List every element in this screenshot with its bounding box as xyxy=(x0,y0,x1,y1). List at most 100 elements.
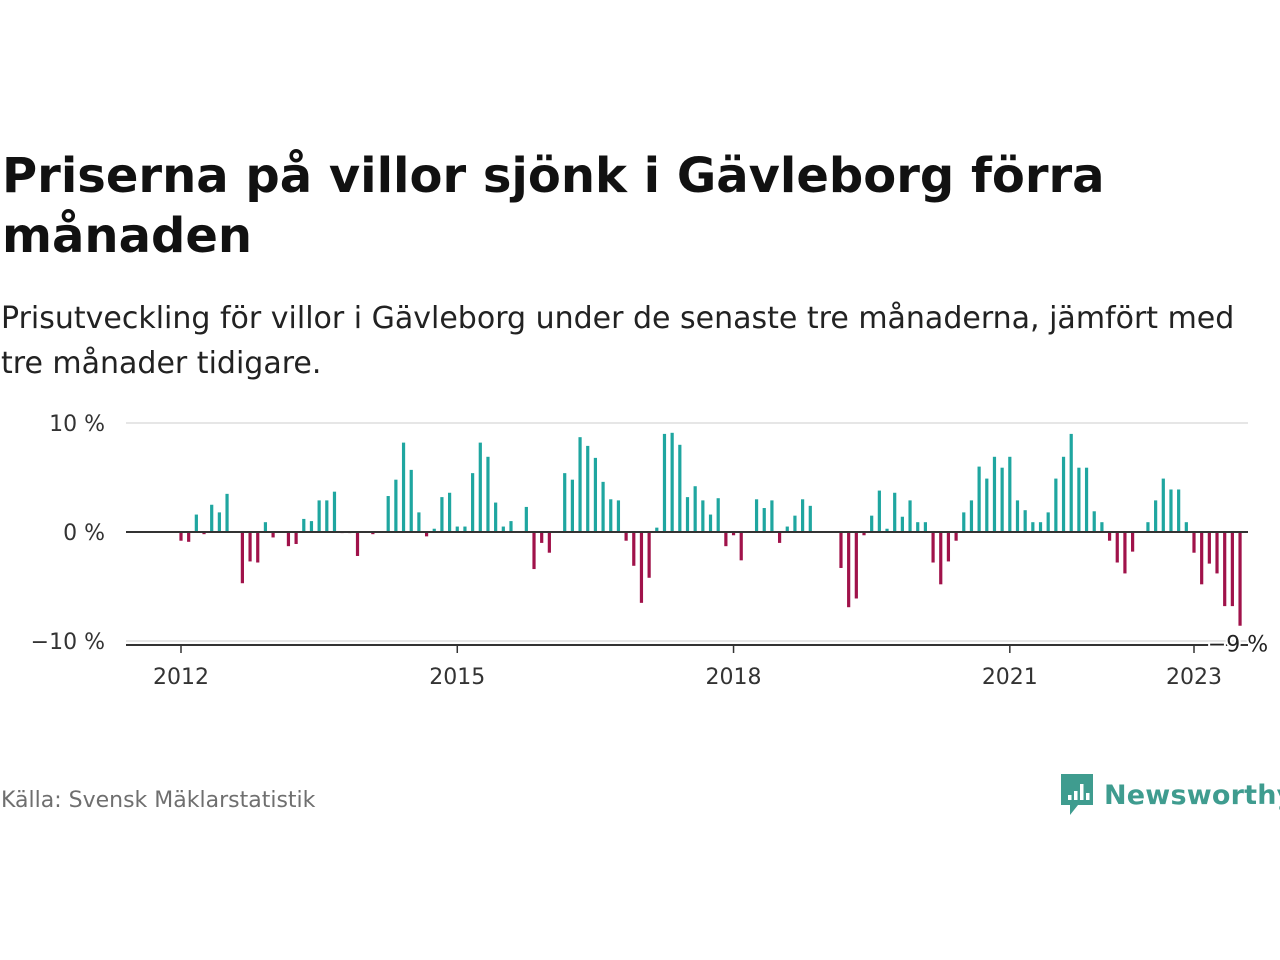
bar xyxy=(992,456,997,532)
bar xyxy=(731,532,736,536)
bar xyxy=(1023,510,1027,532)
bar xyxy=(977,466,981,532)
bar xyxy=(317,500,321,532)
bar xyxy=(248,532,252,562)
bar xyxy=(985,478,989,532)
bar xyxy=(586,445,590,532)
bar xyxy=(455,526,459,532)
bar xyxy=(240,532,244,584)
bars xyxy=(179,432,1242,626)
bar xyxy=(724,532,728,547)
bar xyxy=(793,515,797,532)
bar xyxy=(509,521,513,532)
x-tick-label: 2018 xyxy=(706,665,762,690)
bar xyxy=(471,473,475,532)
bar xyxy=(954,532,958,541)
bar xyxy=(1215,532,1219,574)
y-tick-label: 0 % xyxy=(63,521,105,546)
bar xyxy=(225,493,229,532)
bar xyxy=(1146,522,1150,532)
bar xyxy=(1008,456,1012,532)
bar xyxy=(394,479,398,532)
y-tick-label: 10 % xyxy=(49,412,105,437)
x-tick-label: 2015 xyxy=(429,665,485,690)
bar xyxy=(877,490,881,532)
bar xyxy=(609,499,613,532)
bar xyxy=(701,500,705,532)
bar xyxy=(210,504,214,532)
bar xyxy=(448,492,452,532)
bar xyxy=(1031,522,1035,532)
bar xyxy=(486,456,490,532)
bar xyxy=(1038,522,1043,532)
bar xyxy=(1238,532,1242,626)
bar xyxy=(885,528,889,532)
bar xyxy=(708,514,713,532)
bar xyxy=(808,505,812,532)
bar xyxy=(424,532,429,537)
bar xyxy=(839,532,843,568)
bar xyxy=(632,532,636,566)
bar xyxy=(432,528,436,532)
bar xyxy=(770,500,774,532)
bar xyxy=(962,512,966,532)
bar xyxy=(939,532,943,585)
bar xyxy=(639,532,644,603)
bar xyxy=(401,442,406,532)
bar xyxy=(655,527,659,532)
bar xyxy=(693,486,697,532)
bar xyxy=(1169,489,1173,532)
bar xyxy=(946,532,951,562)
bar xyxy=(532,532,536,570)
bar xyxy=(1061,456,1066,532)
bar xyxy=(1184,522,1188,532)
grid-lines xyxy=(126,422,1248,642)
bar xyxy=(187,532,191,542)
bar xyxy=(777,532,782,543)
bar xyxy=(785,526,789,532)
bar xyxy=(463,526,467,532)
bar xyxy=(1115,532,1119,563)
bar xyxy=(862,532,866,536)
bar xyxy=(501,526,505,532)
bar xyxy=(371,532,375,535)
bar xyxy=(908,500,912,532)
bar xyxy=(969,500,974,532)
source-note: Källa: Svensk Mäklarstatistik xyxy=(1,788,316,813)
bar xyxy=(1084,467,1089,532)
bar xyxy=(854,532,858,599)
bar xyxy=(547,532,551,553)
bar xyxy=(286,532,291,547)
bar xyxy=(478,442,482,532)
bar xyxy=(923,522,927,532)
bar xyxy=(931,532,935,563)
bar xyxy=(662,433,667,532)
bar xyxy=(1177,489,1181,532)
bar xyxy=(647,532,651,578)
bar xyxy=(355,532,360,556)
newsworthy-logo: Newsworthy xyxy=(1058,770,1280,820)
bar xyxy=(1100,522,1104,532)
bar xyxy=(601,481,605,532)
bar xyxy=(716,498,720,532)
bar xyxy=(847,532,851,608)
bar xyxy=(1200,532,1204,585)
bar xyxy=(678,444,682,532)
y-tick-label: −10 % xyxy=(31,630,105,655)
bar xyxy=(1054,478,1058,532)
bar xyxy=(1015,500,1020,532)
bar xyxy=(325,500,329,532)
last-value-label: −9 % xyxy=(1208,633,1268,658)
bar xyxy=(1069,433,1073,532)
bar xyxy=(1161,478,1165,532)
bar xyxy=(1192,532,1196,553)
bar xyxy=(217,512,221,532)
brand-name: Newsworthy xyxy=(1104,779,1280,811)
bar xyxy=(616,500,621,532)
chart-title: Priserna på villor sjönk i Gävleborg för… xyxy=(2,148,1105,264)
bar xyxy=(494,502,498,532)
y-axis-labels: 10 % 0 % −10 % xyxy=(31,412,105,655)
bar xyxy=(540,532,544,543)
bar xyxy=(1131,532,1135,552)
bar xyxy=(1207,532,1211,564)
